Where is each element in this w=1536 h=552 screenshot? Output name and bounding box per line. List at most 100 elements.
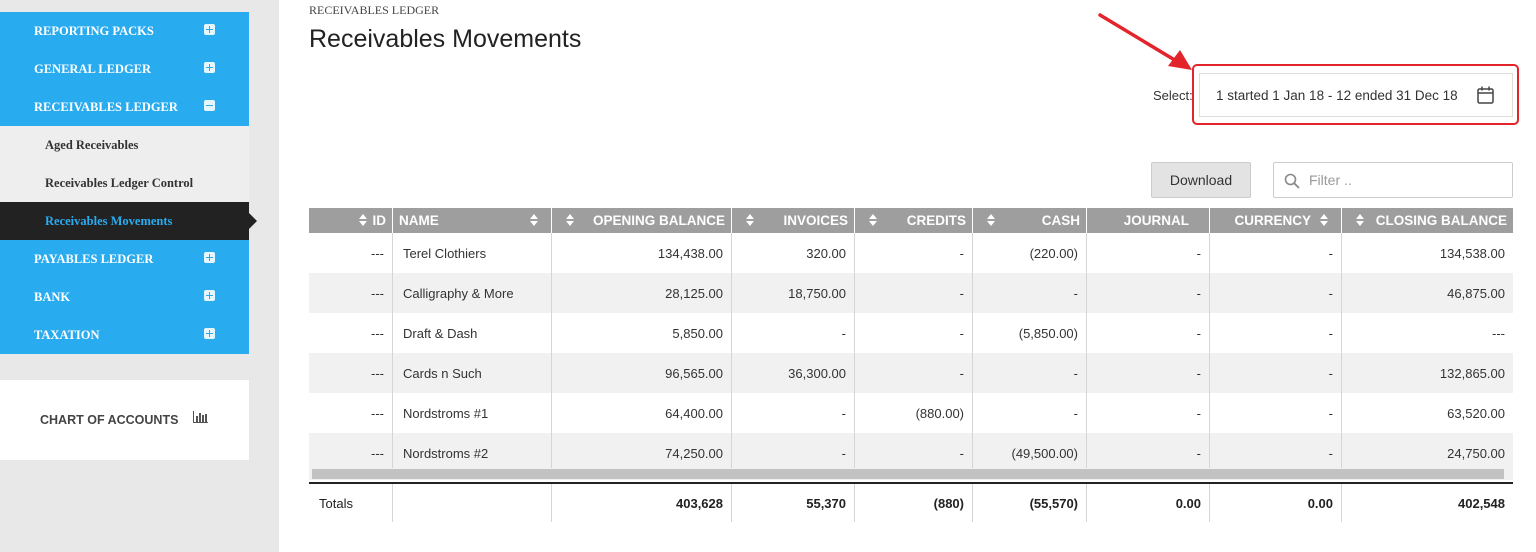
total-invoices: 55,370 bbox=[732, 484, 855, 522]
total-opening-balance: 403,628 bbox=[552, 484, 732, 522]
period-value: 1 started 1 Jan 18 - 12 ended 31 Dec 18 bbox=[1216, 87, 1458, 103]
breadcrumb: RECEIVABLES LEDGER bbox=[309, 3, 440, 17]
column-header-label: CREDITS bbox=[906, 213, 966, 228]
movements-table: ID NAME OPENING BALANCE INVOICES CREDITS… bbox=[309, 208, 1513, 473]
cell-opening-balance: 5,850.00 bbox=[552, 313, 732, 353]
column-header-label: CLOSING BALANCE bbox=[1375, 213, 1507, 228]
cell-invoices: - bbox=[732, 313, 855, 353]
cell-opening-balance: 134,438.00 bbox=[552, 233, 732, 273]
sidebar-subitem-receivables-movements[interactable]: Receivables Movements bbox=[0, 202, 257, 240]
sidebar-item-label: REPORTING PACKS bbox=[34, 23, 154, 38]
cell-cash: (5,850.00) bbox=[973, 313, 1087, 353]
table-row[interactable]: --- Nordstroms #2 74,250.00 - - (49,500.… bbox=[309, 433, 1513, 473]
table-header: ID NAME OPENING BALANCE INVOICES CREDITS… bbox=[309, 208, 1513, 233]
sidebar-item-general-ledger[interactable]: GENERAL LEDGER bbox=[0, 50, 249, 88]
bar-chart-icon bbox=[193, 411, 208, 423]
cell-name: Calligraphy & More bbox=[393, 273, 552, 313]
cell-journal: - bbox=[1087, 273, 1210, 313]
cell-currency: - bbox=[1210, 233, 1342, 273]
cell-cash: - bbox=[973, 393, 1087, 433]
expand-icon[interactable] bbox=[204, 62, 215, 73]
sidebar-item-label: RECEIVABLES LEDGER bbox=[34, 99, 178, 114]
cell-id: --- bbox=[309, 233, 393, 273]
cell-currency: - bbox=[1210, 313, 1342, 353]
cell-name: Terel Clothiers bbox=[393, 233, 552, 273]
sidebar-item-receivables-ledger[interactable]: RECEIVABLES LEDGER bbox=[0, 88, 249, 126]
sidebar-subitem-receivables-ledger-control[interactable]: Receivables Ledger Control bbox=[0, 164, 249, 202]
period-date-picker[interactable]: 1 started 1 Jan 18 - 12 ended 31 Dec 18 bbox=[1199, 73, 1513, 117]
cell-cash: (220.00) bbox=[973, 233, 1087, 273]
column-header-credits[interactable]: CREDITS bbox=[855, 208, 973, 233]
total-closing-balance: 402,548 bbox=[1458, 495, 1505, 511]
filter-input[interactable] bbox=[1274, 163, 1512, 197]
table-row[interactable]: --- Terel Clothiers 134,438.00 320.00 - … bbox=[309, 233, 1513, 273]
sidebar-nav: REPORTING PACKS GENERAL LEDGER RECEIVABL… bbox=[0, 12, 257, 354]
sidebar-item-payables-ledger[interactable]: PAYABLES LEDGER bbox=[0, 240, 249, 278]
cell-id: --- bbox=[309, 393, 393, 433]
totals-name bbox=[393, 484, 552, 522]
sort-icon bbox=[746, 214, 755, 227]
sidebar-item-label: BANK bbox=[34, 289, 71, 304]
sidebar-subitem-aged-receivables[interactable]: Aged Receivables bbox=[0, 126, 249, 164]
cell-closing-balance: --- bbox=[1492, 325, 1505, 341]
cell-currency: - bbox=[1210, 273, 1342, 313]
cell-currency: - bbox=[1210, 433, 1342, 473]
table-row[interactable]: --- Draft & Dash 5,850.00 - - (5,850.00)… bbox=[309, 313, 1513, 353]
collapse-icon[interactable] bbox=[204, 100, 215, 111]
horizontal-scrollbar[interactable] bbox=[309, 468, 1513, 480]
sidebar-subitem-label: Receivables Movements bbox=[45, 213, 173, 228]
cell-name: Nordstroms #2 bbox=[393, 433, 552, 473]
cell-id: --- bbox=[309, 433, 393, 473]
column-header-name[interactable]: NAME bbox=[393, 208, 552, 233]
table-row[interactable]: --- Calligraphy & More 28,125.00 18,750.… bbox=[309, 273, 1513, 313]
expand-icon[interactable] bbox=[204, 290, 215, 301]
cell-closing-balance: 46,875.00 bbox=[1447, 285, 1505, 301]
sidebar-item-label: TAXATION bbox=[34, 327, 100, 342]
chart-of-accounts-link[interactable]: CHART OF ACCOUNTS bbox=[0, 380, 249, 460]
cell-invoices: 18,750.00 bbox=[732, 273, 855, 313]
column-header-invoices[interactable]: INVOICES bbox=[732, 208, 855, 233]
scrollbar-thumb[interactable] bbox=[312, 469, 1504, 479]
total-credits: (880) bbox=[855, 484, 973, 522]
filter-box bbox=[1273, 162, 1513, 198]
sidebar-item-reporting-packs[interactable]: REPORTING PACKS bbox=[0, 12, 249, 50]
sidebar-item-bank[interactable]: BANK bbox=[0, 278, 249, 316]
cell-opening-balance: 64,400.00 bbox=[552, 393, 732, 433]
column-header-closing-balance[interactable]: CLOSING BALANCE bbox=[1342, 208, 1513, 233]
download-button[interactable]: Download bbox=[1151, 162, 1251, 198]
column-header-cash[interactable]: CASH bbox=[973, 208, 1087, 233]
column-header-currency[interactable]: CURRENCY bbox=[1210, 208, 1342, 233]
annotation-arrow-icon bbox=[1098, 13, 1192, 70]
sidebar-item-taxation[interactable]: TAXATION bbox=[0, 316, 249, 354]
expand-icon[interactable] bbox=[204, 328, 215, 339]
cell-cash: (49,500.00) bbox=[973, 433, 1087, 473]
totals-row: Totals 403,628 55,370 (880) (55,570) 0.0… bbox=[309, 482, 1513, 522]
sidebar-subitem-label: Receivables Ledger Control bbox=[45, 175, 194, 190]
expand-icon[interactable] bbox=[204, 252, 215, 263]
table-row[interactable]: --- Nordstroms #1 64,400.00 - (880.00) -… bbox=[309, 393, 1513, 433]
cell-invoices: 320.00 bbox=[732, 233, 855, 273]
cell-cash: - bbox=[973, 353, 1087, 393]
calendar-icon[interactable] bbox=[1477, 86, 1494, 104]
column-header-opening-balance[interactable]: OPENING BALANCE bbox=[552, 208, 732, 233]
cell-journal: - bbox=[1087, 433, 1210, 473]
column-header-label: ID bbox=[372, 213, 387, 228]
column-header-label: OPENING BALANCE bbox=[592, 213, 725, 228]
cell-invoices: - bbox=[732, 393, 855, 433]
period-select-label: Select: bbox=[1153, 88, 1193, 103]
sort-icon bbox=[987, 214, 996, 227]
sidebar-subitem-label: Aged Receivables bbox=[45, 137, 139, 152]
sort-icon bbox=[530, 214, 539, 227]
cell-credits: - bbox=[855, 273, 973, 313]
cell-journal: - bbox=[1087, 393, 1210, 433]
cell-currency: - bbox=[1210, 393, 1342, 433]
expand-icon[interactable] bbox=[204, 24, 215, 35]
sort-icon bbox=[1320, 214, 1329, 227]
sort-icon bbox=[869, 214, 878, 227]
cell-id: --- bbox=[309, 353, 393, 393]
cell-name: Cards n Such bbox=[393, 353, 552, 393]
column-header-id[interactable]: ID bbox=[309, 208, 393, 233]
column-header-journal[interactable]: JOURNAL bbox=[1087, 208, 1210, 233]
column-header-label: INVOICES bbox=[783, 213, 848, 228]
table-row[interactable]: --- Cards n Such 96,565.00 36,300.00 - -… bbox=[309, 353, 1513, 393]
